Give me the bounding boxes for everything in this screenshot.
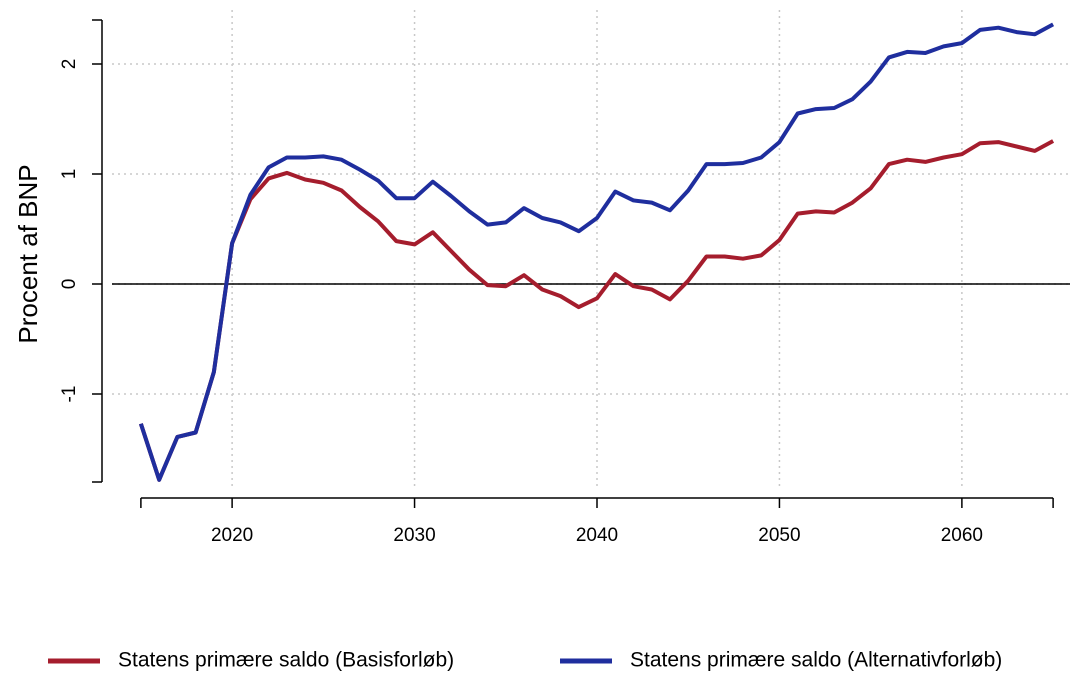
y-axis-title: Procent af BNP bbox=[13, 164, 43, 343]
x-tick-label: 2050 bbox=[758, 525, 800, 546]
series-line bbox=[138, 139, 1055, 482]
y-tick-label: 2 bbox=[59, 59, 80, 70]
y-tick-label: 0 bbox=[59, 279, 80, 290]
x-tick-label: 2030 bbox=[393, 525, 435, 546]
legend-label: Statens primære saldo (Basisforløb) bbox=[118, 649, 454, 672]
legend-label: Statens primære saldo (Alternativforløb) bbox=[630, 649, 1002, 672]
x-tick-label: 2060 bbox=[941, 525, 983, 546]
x-tick-label: 2020 bbox=[211, 525, 253, 546]
y-tick-label: -1 bbox=[59, 386, 80, 403]
x-tick-label: 2040 bbox=[576, 525, 618, 546]
y-tick-label: 1 bbox=[59, 169, 80, 180]
series-line bbox=[138, 22, 1055, 482]
